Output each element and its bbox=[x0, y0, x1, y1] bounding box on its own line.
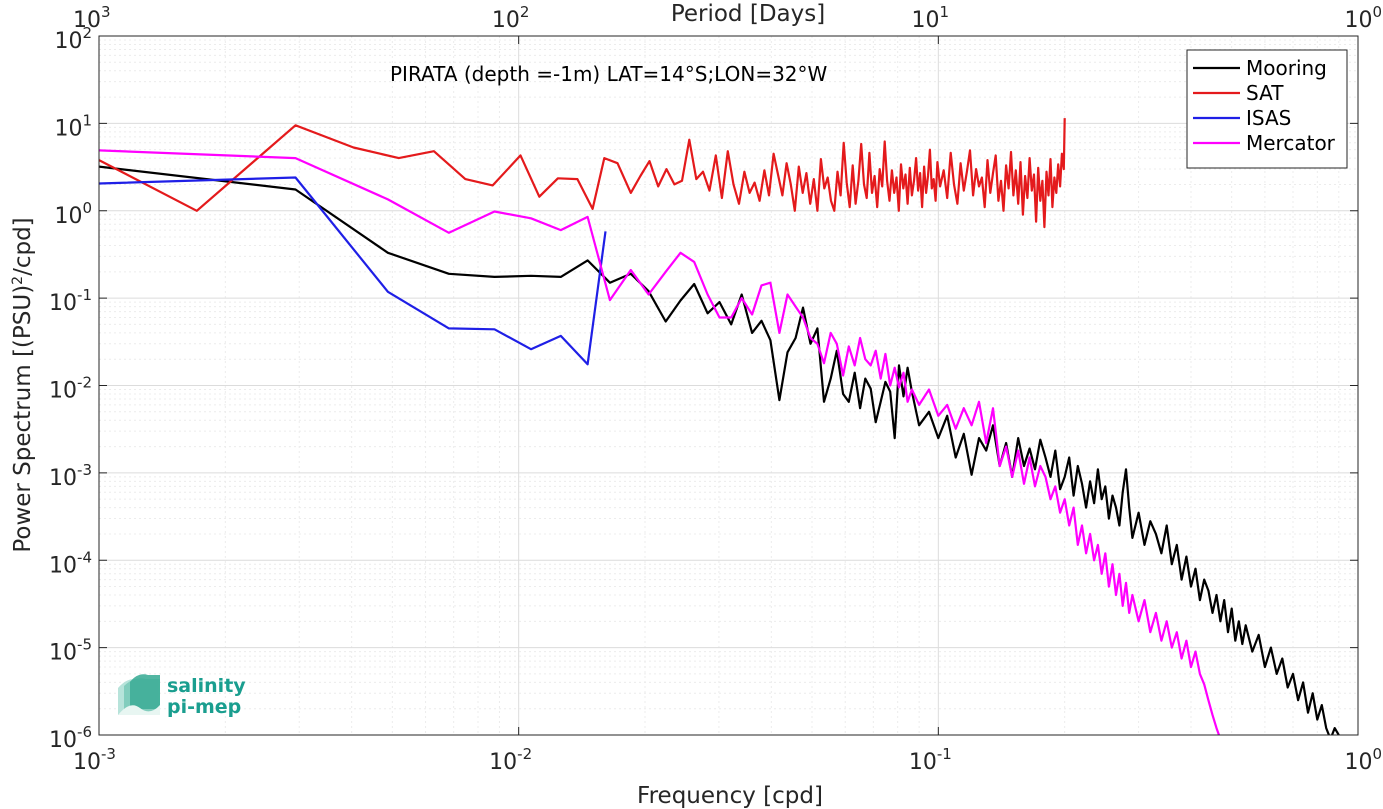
y-tick-label: 10-4 bbox=[49, 548, 92, 578]
series-line-sat bbox=[99, 118, 1066, 229]
series-line-isas bbox=[99, 176, 607, 366]
y-tick-label: 10-3 bbox=[49, 461, 92, 491]
legend-label-isas: ISAS bbox=[1246, 106, 1291, 130]
legend-label-mercator: Mercator bbox=[1246, 131, 1336, 155]
series-layer bbox=[99, 118, 1340, 735]
y-tick-label: 10-2 bbox=[49, 374, 92, 404]
legend-label-sat: SAT bbox=[1246, 81, 1284, 105]
y-axis-label: Power Spectrum [(PSU)2/cpd] bbox=[10, 217, 36, 552]
y-tick-label: 102 bbox=[54, 24, 92, 54]
x2-tick-label: 102 bbox=[492, 3, 530, 33]
x-tick-label: 10-1 bbox=[909, 745, 952, 775]
y-tick-label: 10-5 bbox=[49, 636, 92, 666]
legend-box bbox=[1186, 49, 1348, 169]
x2-tick-label: 100 bbox=[1344, 3, 1382, 33]
x2-axis-label: Period [Days] bbox=[671, 1, 825, 27]
salinity-pi-mep-logo: salinity pi-mep bbox=[118, 674, 246, 718]
x2-tick-label: 103 bbox=[73, 3, 111, 33]
chart-title: PIRATA (depth =-1m) LAT=14°S;LON=32°W bbox=[390, 62, 828, 86]
logo-line1: salinity bbox=[167, 675, 246, 697]
y-tick-label: 101 bbox=[54, 111, 92, 141]
logo-line2: pi-mep bbox=[167, 696, 241, 718]
logo-waves-icon bbox=[118, 674, 160, 715]
series-line-mooring bbox=[99, 165, 1340, 735]
x-tick-label: 10-3 bbox=[73, 745, 116, 775]
x-tick-label: 100 bbox=[1344, 745, 1382, 775]
x-axis-label: Frequency [cpd] bbox=[637, 783, 823, 809]
y-tick-label: 100 bbox=[54, 199, 92, 229]
series-line-mercator bbox=[99, 149, 1221, 735]
y-tick-label: 10-6 bbox=[49, 723, 92, 753]
y-tick-label: 10-1 bbox=[49, 286, 92, 316]
x2-tick-label: 101 bbox=[912, 3, 950, 33]
legend-label-mooring: Mooring bbox=[1246, 56, 1327, 80]
x-tick-label: 10-2 bbox=[489, 745, 532, 775]
